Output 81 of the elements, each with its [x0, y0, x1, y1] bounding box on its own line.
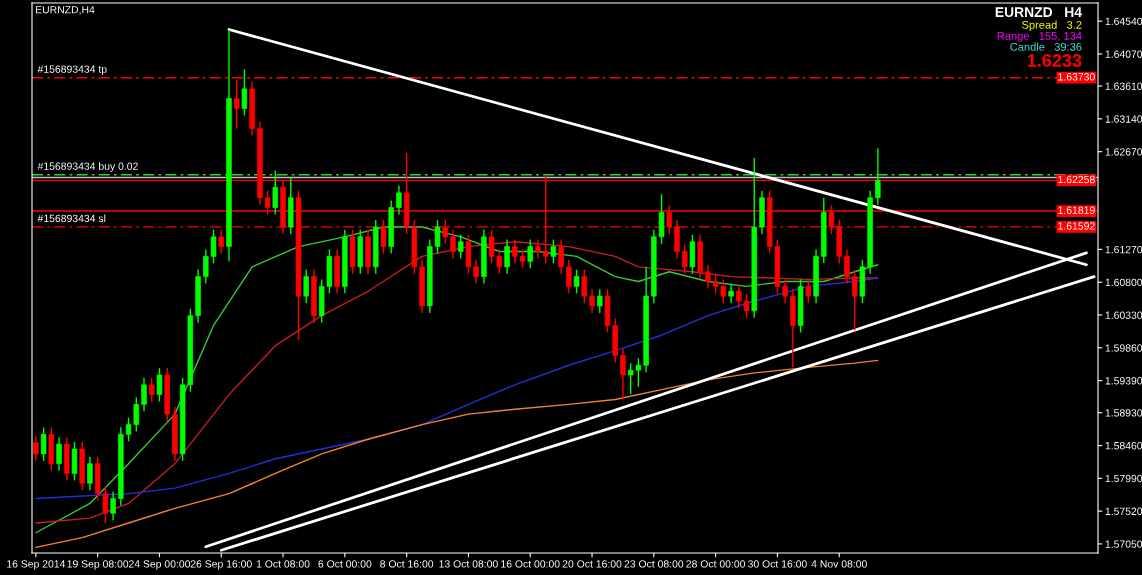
annotation: Range 155, 134 — [997, 31, 1082, 42]
x-tick-label: 16 Sep 2014 — [7, 560, 66, 570]
candlestick — [527, 238, 533, 269]
candlestick — [782, 278, 788, 304]
x-tick-label: 19 Sep 08:00 — [67, 560, 129, 570]
annotation: Spread 3.2 — [1021, 20, 1082, 31]
ref-line-label: 1.62258 — [1058, 175, 1095, 184]
y-tick-label: 1.62670 — [1105, 148, 1142, 156]
candlestick — [705, 264, 711, 290]
y-tick-label: 1.59390 — [1105, 377, 1142, 385]
candlestick — [566, 259, 572, 295]
annotation: EURNZD H4 — [995, 7, 1082, 18]
candlestick — [156, 367, 163, 403]
candlestick — [851, 268, 858, 332]
candlestick — [597, 288, 603, 314]
chart-title: EURNZD,H4 — [36, 6, 95, 15]
annotation: 1.63730 — [1058, 73, 1095, 81]
candlestick — [450, 229, 456, 260]
x-tick-label: 4 Nov 08:00 — [811, 560, 867, 568]
candlestick — [504, 238, 510, 275]
candlestick — [473, 259, 479, 285]
candlestick — [40, 426, 47, 462]
x-tick-label: 6 Oct 00:00 — [318, 560, 372, 568]
candlestick — [581, 268, 588, 304]
line-series — [35, 359, 879, 549]
x-tick-label: 13 Oct 08:00 — [439, 560, 498, 568]
candlestick — [558, 238, 564, 275]
x-tick-label: 23 Oct 08:00 — [624, 560, 684, 568]
x-tick-label: 16 Oct 00:00 — [501, 560, 560, 568]
candlestick — [550, 238, 557, 265]
candlestick — [141, 377, 147, 413]
y-tick-label: 1.60330 — [1105, 311, 1142, 319]
candlestick — [535, 238, 541, 260]
ref-line-label: #156893434 sl — [37, 214, 106, 223]
y-tick-label: 1.58460 — [1105, 442, 1142, 450]
annotation: Candle 39:36 — [1010, 42, 1082, 51]
candlestick — [148, 377, 155, 403]
candlestick — [396, 185, 402, 216]
x-tick-label: 1 Oct 08:00 — [256, 560, 310, 568]
candlestick — [56, 436, 62, 472]
candlestick — [620, 347, 626, 401]
x-tick-label: 28 Oct 00:00 — [686, 560, 746, 568]
y-tick-label: 1.60800 — [1105, 278, 1142, 287]
x-tick-label: 8 Oct 16:00 — [380, 560, 434, 568]
y-tick-label: 1.58930 — [1105, 409, 1142, 417]
y-tick-label: 1.61270 — [1105, 245, 1142, 254]
candlestick — [681, 243, 688, 275]
y-tick-label: 1.63610 — [1105, 82, 1142, 90]
candlestick — [844, 248, 850, 285]
candlestick — [110, 490, 116, 521]
candlestick — [875, 147, 881, 206]
ref-line-label: #156893434 buy 0.02 — [37, 162, 138, 172]
ref-line-label: 1.61819 — [1058, 206, 1095, 214]
x-tick-label: 30 Oct 16:00 — [748, 560, 807, 568]
candlestick — [805, 278, 812, 304]
x-tick-label: 26 Sep 16:00 — [190, 560, 252, 570]
candlestick — [457, 234, 464, 260]
y-tick-label: 1.64540 — [1105, 17, 1142, 26]
candlestick — [380, 219, 387, 255]
annotation: 1.6233 — [1027, 54, 1082, 67]
y-tick-label: 1.64070 — [1105, 50, 1142, 58]
x-tick-label: 20 Oct 16:00 — [562, 560, 622, 568]
y-tick-label: 1.63140 — [1105, 115, 1142, 123]
candlestick — [573, 268, 580, 295]
candlestick — [33, 435, 39, 462]
ref-line-label: #156893434 tp — [37, 65, 107, 75]
candlestick — [87, 455, 93, 491]
y-tick-label: 1.59860 — [1105, 344, 1142, 352]
y-tick-label: 1.57520 — [1105, 507, 1142, 515]
y-tick-label: 1.57050 — [1105, 540, 1142, 548]
annotation: 1.61592 — [1058, 222, 1095, 230]
candlestick — [241, 68, 248, 117]
candlestick — [728, 283, 734, 304]
candlestick — [272, 169, 279, 216]
candlestick — [589, 288, 595, 314]
candlestick — [218, 229, 224, 255]
candlestick — [233, 79, 240, 130]
y-tick-label: 1.57990 — [1105, 474, 1142, 483]
line-series — [35, 277, 879, 500]
candlestick — [303, 268, 309, 304]
x-tick-label: 24 Sep 00:00 — [129, 560, 191, 570]
